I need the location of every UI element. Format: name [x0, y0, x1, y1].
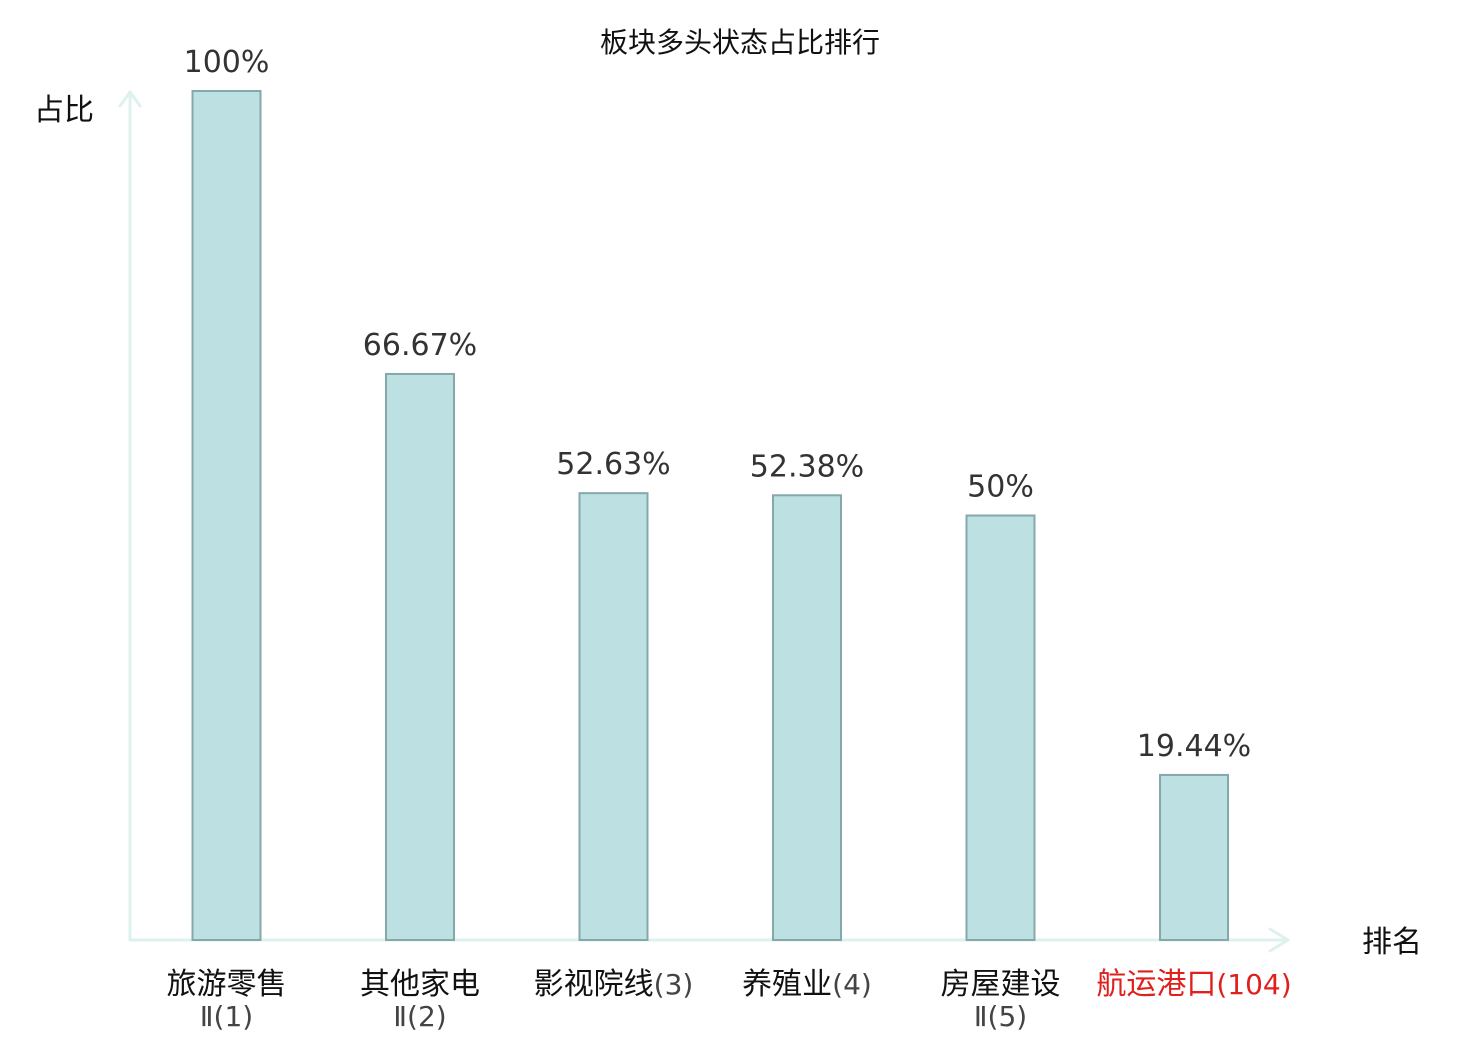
category-name: 航运港口 [1096, 967, 1216, 1002]
bar [965, 514, 1036, 941]
bar-value-label: 52.63% [556, 447, 670, 482]
bar-value-label: 52.38% [750, 449, 864, 484]
value-labels-group: 100% 66.67% 52.63% 52.38% 50% 19.44% [184, 45, 1252, 764]
bar [191, 90, 262, 941]
bar-value-label: 50% [967, 470, 1034, 505]
y-axis-arrow [118, 90, 142, 108]
category-label: 航运港口(104) [1096, 967, 1291, 1002]
bar [772, 494, 842, 941]
category-rank: Ⅱ(2) [393, 1000, 446, 1033]
bar [385, 372, 455, 942]
bars-group [191, 90, 1229, 942]
category-name: 房屋建设 [941, 967, 1061, 1002]
bar-value-label: 19.44% [1137, 729, 1251, 764]
category-rank: (104) [1216, 968, 1291, 1001]
bar-value-label: 66.67% [363, 328, 477, 363]
category-label: 影视院线(3) [534, 967, 694, 1002]
bar [1159, 773, 1229, 941]
x-axis-arrow [1268, 927, 1290, 953]
axes [118, 90, 1290, 953]
bar [578, 492, 649, 941]
category-name: 其他家电 [360, 967, 480, 1002]
chart-title: 板块多头状态占比排行 [600, 26, 880, 59]
category-rank: Ⅱ(5) [974, 1000, 1027, 1033]
y-axis-label: 占比 [34, 93, 94, 128]
category-name: 旅游零售 [167, 967, 287, 1002]
category-label: 养殖业(4) [742, 967, 872, 1002]
category-rank: Ⅱ(1) [200, 1000, 253, 1033]
category-rank: (4) [832, 968, 872, 1001]
category-name: 影视院线 [534, 967, 654, 1002]
bar-value-label: 100% [184, 45, 270, 80]
category-rank: (3) [654, 968, 694, 1001]
category-name: 养殖业 [742, 967, 832, 1002]
x-axis-label: 排名 [1362, 925, 1422, 960]
